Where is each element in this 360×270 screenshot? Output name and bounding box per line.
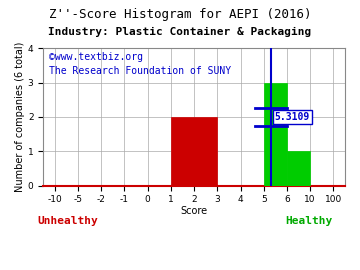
Text: Unhealthy: Unhealthy (37, 216, 98, 226)
Text: 5.3109: 5.3109 (274, 112, 310, 122)
Text: Industry: Plastic Container & Packaging: Industry: Plastic Container & Packaging (48, 27, 312, 37)
Text: Z''-Score Histogram for AEPI (2016): Z''-Score Histogram for AEPI (2016) (49, 8, 311, 21)
Bar (171, 117, 217, 186)
X-axis label: Score: Score (181, 206, 208, 216)
Text: The Research Foundation of SUNY: The Research Foundation of SUNY (49, 66, 231, 76)
Y-axis label: Number of companies (6 total): Number of companies (6 total) (15, 42, 25, 192)
Bar (287, 151, 310, 186)
Text: Healthy: Healthy (285, 216, 332, 226)
Bar (264, 83, 287, 186)
Text: ©www.textbiz.org: ©www.textbiz.org (49, 52, 143, 62)
